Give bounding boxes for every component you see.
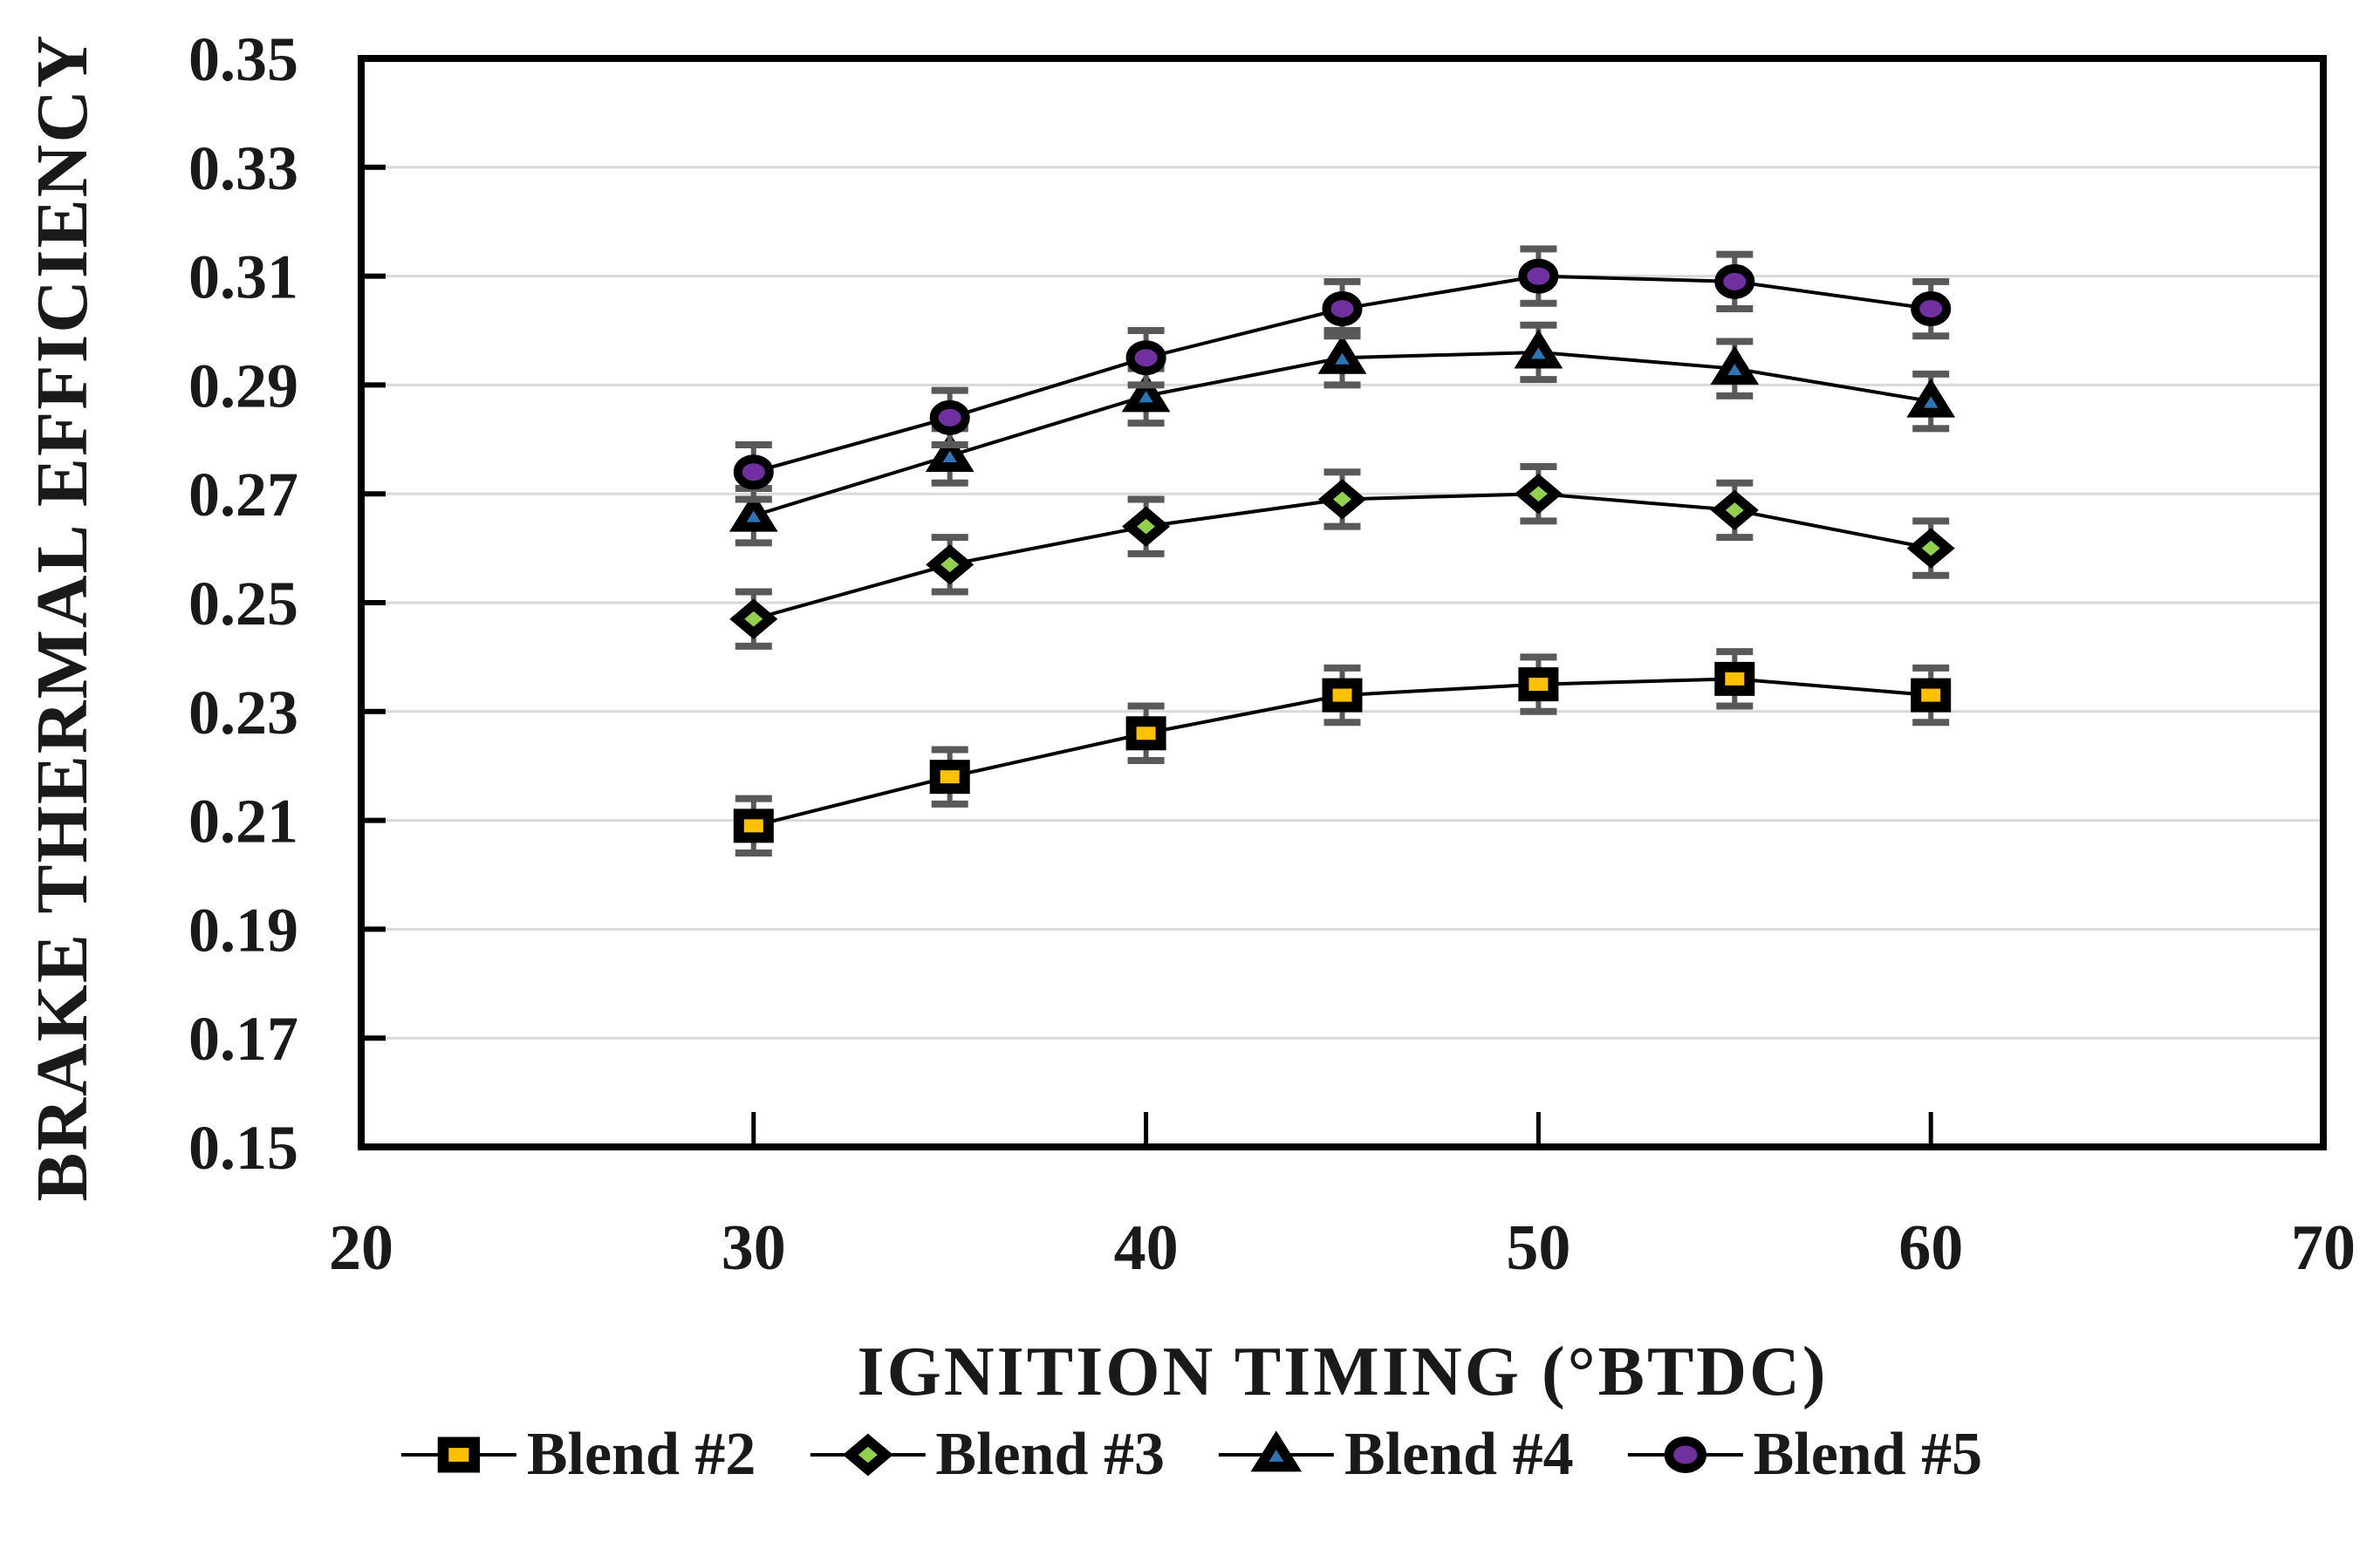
legend-label-blend-5: Blend #5 bbox=[1753, 1421, 1983, 1488]
square-marker bbox=[1125, 716, 1166, 751]
diamond-marker bbox=[926, 544, 975, 585]
legend-item-blend-3: Blend #3 bbox=[806, 1420, 1165, 1490]
y-tick-label: 0.31 bbox=[188, 242, 298, 312]
circle-marker bbox=[929, 399, 970, 435]
circle-marker bbox=[1664, 1436, 1706, 1473]
ticks bbox=[359, 164, 2326, 1150]
legend-item-blend-2: Blend #2 bbox=[398, 1420, 756, 1490]
diamond-marker bbox=[1906, 528, 1955, 569]
circle-marker bbox=[1714, 263, 1755, 299]
x-tick-label: 20 bbox=[329, 1212, 393, 1284]
y-tick-label: 0.27 bbox=[188, 460, 298, 529]
triangle-marker bbox=[1514, 329, 1563, 369]
diamond-marker bbox=[1317, 479, 1367, 520]
legend-label-blend-4: Blend #4 bbox=[1344, 1421, 1574, 1488]
legend: Blend #2 Blend #3 Blend #4 Blend #5 bbox=[398, 1420, 1982, 1490]
square-marker-icon bbox=[400, 1436, 516, 1473]
diamond-marker bbox=[842, 1433, 893, 1477]
circle-marker bbox=[1911, 291, 1952, 327]
triangle-marker bbox=[925, 433, 975, 473]
square-marker bbox=[1911, 678, 1952, 713]
y-tick-label: 0.15 bbox=[188, 1113, 298, 1183]
triangle-marker bbox=[1250, 1430, 1303, 1472]
series-blend-4 bbox=[728, 321, 1956, 547]
triangle-marker bbox=[1710, 345, 1760, 386]
triangle-marker bbox=[1317, 334, 1367, 374]
x-axis-title: IGNITION TIMING (°BTDC) bbox=[857, 1334, 1829, 1410]
circle-marker bbox=[733, 454, 774, 490]
triangle-marker-icon bbox=[1219, 1430, 1334, 1472]
y-tick-label: 0.25 bbox=[188, 569, 298, 638]
triangle-marker bbox=[728, 492, 778, 532]
legend-item-blend-5: Blend #5 bbox=[1624, 1420, 1983, 1490]
square-marker bbox=[1322, 678, 1363, 713]
x-tick-label: 40 bbox=[1114, 1212, 1179, 1284]
y-tick-label: 0.21 bbox=[188, 787, 298, 856]
tick-labels: 0.15 0.17 0.19 0.21 0.23 0.25 0.27 0.29 0.31 0.33… bbox=[188, 24, 2356, 1284]
series-blend-3 bbox=[729, 463, 1955, 650]
y-tick-label: 0.35 bbox=[188, 24, 298, 94]
circle-marker bbox=[1125, 340, 1166, 376]
y-tick-label: 0.23 bbox=[188, 678, 298, 747]
triangle-marker bbox=[1121, 372, 1171, 413]
diamond-marker bbox=[1514, 474, 1563, 515]
x-tick-label: 30 bbox=[722, 1212, 786, 1284]
diamond-marker bbox=[729, 598, 778, 639]
legend-label-blend-3: Blend #3 bbox=[935, 1421, 1165, 1488]
diamond-marker bbox=[1710, 489, 1759, 531]
diamond-marker-icon bbox=[810, 1433, 926, 1477]
square-marker bbox=[1518, 667, 1559, 702]
x-tick-label: 60 bbox=[1898, 1212, 1963, 1284]
square-marker bbox=[733, 809, 774, 843]
circle-marker bbox=[1518, 258, 1559, 294]
y-tick-label: 0.17 bbox=[188, 1004, 298, 1074]
y-tick-label: 0.29 bbox=[188, 351, 298, 420]
y-axis-title: BRAKE THERMAL EFFICIENCY bbox=[22, 33, 103, 1202]
legend-label-blend-2: Blend #2 bbox=[526, 1421, 756, 1488]
legend-item-blend-4: Blend #4 bbox=[1215, 1420, 1574, 1490]
y-tick-label: 0.33 bbox=[188, 133, 298, 203]
triangle-marker bbox=[1906, 378, 1956, 418]
circle-marker bbox=[1322, 291, 1363, 327]
circle-marker-icon bbox=[1627, 1436, 1743, 1473]
diamond-marker bbox=[1122, 506, 1171, 547]
series-blend-2 bbox=[733, 648, 1952, 857]
x-tick-label: 70 bbox=[2291, 1212, 2356, 1284]
square-marker bbox=[1714, 661, 1755, 696]
y-tick-label: 0.19 bbox=[188, 895, 298, 965]
x-tick-label: 50 bbox=[1506, 1212, 1570, 1284]
square-marker bbox=[437, 1436, 480, 1473]
square-marker bbox=[929, 760, 970, 795]
series-blend-5 bbox=[733, 245, 1952, 503]
